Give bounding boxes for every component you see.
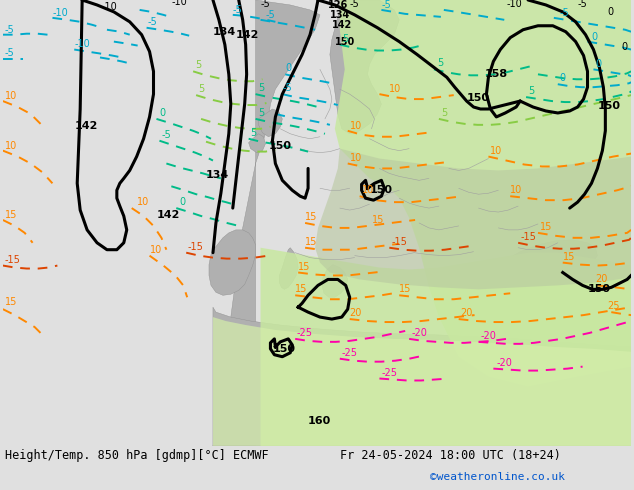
Text: 15: 15	[540, 222, 552, 232]
Text: 142: 142	[236, 30, 259, 40]
Text: -5: -5	[5, 49, 15, 58]
Text: 158: 158	[484, 69, 508, 79]
Text: -5: -5	[560, 8, 569, 18]
Text: ©weatheronline.co.uk: ©weatheronline.co.uk	[430, 472, 565, 482]
Text: 10: 10	[137, 197, 149, 207]
Text: 150: 150	[588, 284, 611, 294]
Text: 15: 15	[399, 284, 411, 294]
Text: 25: 25	[607, 301, 620, 311]
Text: Fr 24-05-2024 18:00 UTC (18+24): Fr 24-05-2024 18:00 UTC (18+24)	[340, 449, 561, 462]
Text: 15: 15	[305, 212, 318, 222]
Text: 5: 5	[342, 34, 348, 44]
Text: 5: 5	[250, 128, 257, 138]
Text: 15: 15	[305, 237, 318, 247]
Text: -5: -5	[382, 0, 391, 10]
Text: -10: -10	[507, 0, 522, 9]
Text: 10: 10	[150, 245, 162, 255]
Text: -15: -15	[520, 232, 536, 242]
Text: 150: 150	[467, 93, 489, 103]
Text: 134: 134	[330, 10, 350, 20]
Text: -20: -20	[411, 328, 427, 338]
Text: 20: 20	[350, 308, 362, 318]
Text: -5: -5	[162, 130, 171, 140]
Text: -20: -20	[481, 331, 496, 341]
Text: -5: -5	[233, 5, 243, 15]
Text: 10: 10	[5, 141, 17, 150]
Text: 142: 142	[332, 20, 352, 30]
Text: 10: 10	[510, 185, 522, 195]
Text: -15: -15	[391, 237, 407, 247]
Text: 15: 15	[5, 210, 17, 220]
Text: 150: 150	[597, 101, 621, 111]
Text: 5: 5	[198, 84, 204, 94]
Text: 10: 10	[350, 121, 362, 131]
Text: 142: 142	[157, 210, 180, 220]
Text: 150: 150	[273, 344, 295, 354]
Text: -5: -5	[261, 0, 270, 9]
Text: 150: 150	[335, 37, 355, 47]
Text: 5: 5	[259, 83, 265, 93]
Text: -5: -5	[148, 17, 157, 27]
Text: -10: -10	[171, 0, 187, 7]
Text: 10: 10	[361, 185, 374, 195]
Text: 0: 0	[179, 197, 185, 207]
Text: -5: -5	[5, 24, 15, 35]
Text: 15: 15	[5, 297, 17, 307]
Text: 126: 126	[328, 0, 348, 10]
Text: Height/Temp. 850 hPa [gdmp][°C] ECMWF: Height/Temp. 850 hPa [gdmp][°C] ECMWF	[5, 449, 269, 462]
Text: -10: -10	[53, 8, 68, 18]
Text: 5: 5	[528, 86, 534, 96]
Text: 0: 0	[560, 73, 566, 83]
Text: 160: 160	[308, 416, 332, 426]
Text: 15: 15	[372, 215, 384, 225]
Text: 20: 20	[595, 274, 608, 284]
Text: 10: 10	[350, 152, 362, 163]
Text: -10: -10	[102, 2, 118, 12]
Text: 5: 5	[259, 108, 265, 118]
Text: 20: 20	[461, 308, 473, 318]
Text: 150: 150	[268, 141, 292, 150]
Text: -10: -10	[74, 39, 90, 49]
Text: -5: -5	[282, 83, 292, 93]
Text: 142: 142	[74, 121, 98, 131]
Text: 134: 134	[213, 26, 236, 37]
Text: 150: 150	[370, 185, 392, 195]
Text: -15: -15	[187, 242, 203, 252]
Text: 5: 5	[437, 58, 443, 69]
Text: -5: -5	[578, 0, 587, 9]
Text: 10: 10	[389, 84, 401, 94]
Text: 15: 15	[563, 251, 575, 262]
Text: -15: -15	[5, 255, 21, 265]
Text: 15: 15	[295, 284, 307, 294]
Text: 0: 0	[607, 7, 614, 17]
Text: 0: 0	[595, 59, 602, 70]
Text: 0: 0	[621, 42, 627, 51]
Text: 5: 5	[441, 108, 447, 118]
Text: -20: -20	[496, 358, 512, 368]
Text: 0: 0	[159, 108, 165, 118]
Text: 0: 0	[592, 32, 598, 42]
Text: -25: -25	[296, 328, 312, 338]
Text: 10: 10	[491, 146, 503, 156]
Text: 5: 5	[195, 60, 202, 71]
Text: -5: -5	[266, 10, 275, 20]
Text: -5: -5	[350, 0, 359, 9]
Text: 0: 0	[285, 63, 292, 74]
Text: 134: 134	[206, 171, 230, 180]
Text: -25: -25	[342, 348, 358, 358]
Text: 10: 10	[5, 91, 17, 101]
Text: 15: 15	[298, 262, 311, 271]
Text: -25: -25	[382, 368, 398, 378]
